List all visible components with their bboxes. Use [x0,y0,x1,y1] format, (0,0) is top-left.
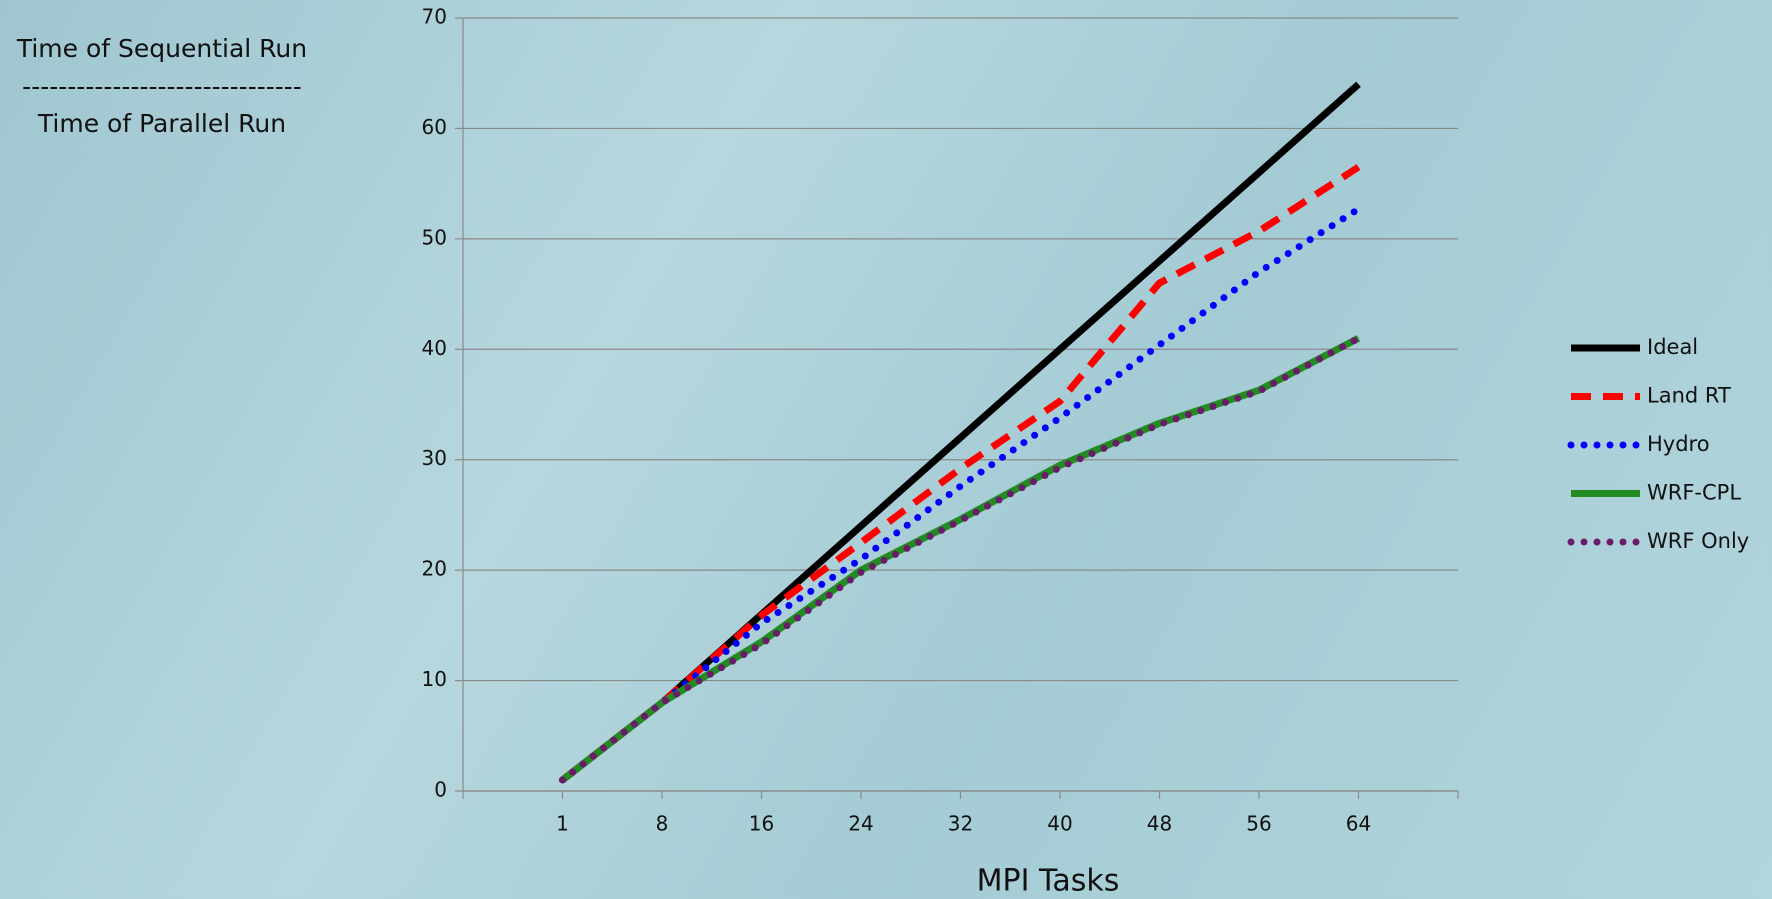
legend-label: Land RT [1647,384,1731,408]
x-tick-label: 24 [848,812,873,836]
annotation: Time of Sequential Run [16,34,307,63]
x-tick-label: 16 [749,812,774,836]
y-tick-label: 20 [422,557,447,581]
x-tick-label: 56 [1246,812,1271,836]
x-tick-label: 8 [656,812,669,836]
x-tick-label: 40 [1047,812,1072,836]
y-tick-label: 0 [434,778,447,802]
line-series [559,205,1362,784]
y-tick-label: 60 [422,115,447,139]
legend-label: WRF Only [1647,529,1749,553]
line-series [560,335,1361,783]
y-tick-label: 50 [422,225,447,249]
legend-label: Hydro [1647,432,1710,456]
y-tick-label: 30 [422,446,447,470]
y-tick-label: 70 [422,5,447,29]
line-series [559,334,1362,784]
y-tick-label: 40 [422,336,447,360]
legend-label: WRF-CPL [1647,481,1741,505]
x-tick-label: 1 [556,812,569,836]
annotation: Time of Parallel Run [37,109,286,138]
x-tick-label: 64 [1346,812,1371,836]
line-series [560,81,1361,783]
x-tick-label: 32 [948,812,973,836]
annotation: ------------------------------- [22,72,302,101]
x-axis-title: MPI Tasks [977,864,1120,899]
legend-label: Ideal [1647,335,1698,359]
x-tick-label: 48 [1147,812,1172,836]
y-tick-label: 10 [422,667,447,691]
